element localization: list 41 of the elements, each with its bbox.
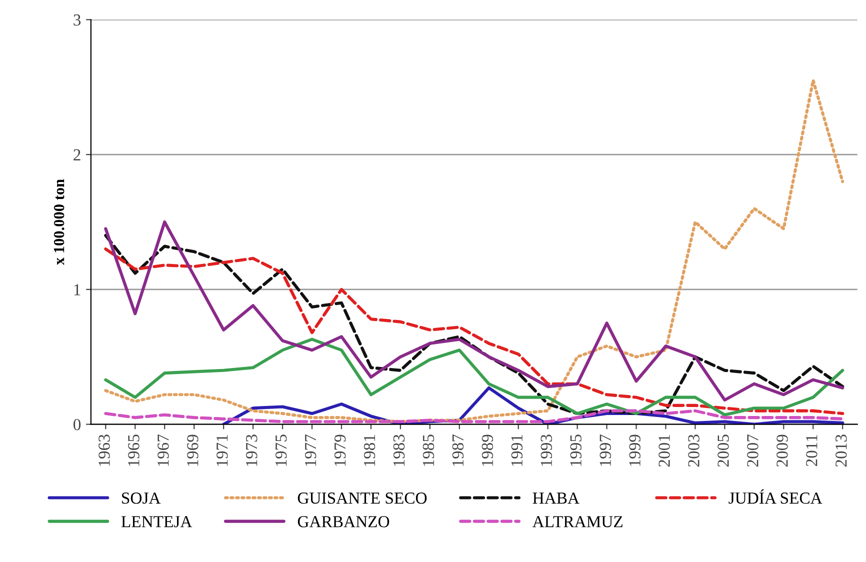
legend-label: LENTEJA	[121, 516, 192, 528]
x-tick-label: 1977	[304, 434, 316, 466]
x-tick-label: 2009	[776, 434, 788, 467]
x-tick-label: 1995	[570, 434, 582, 466]
x-tick-label: 1963	[98, 434, 110, 466]
x-tick-label: 1981	[364, 435, 376, 466]
x-tick-label: 1965	[128, 434, 140, 466]
x-tick-label: 1967	[158, 434, 169, 466]
x-tick-label: 1973	[246, 434, 258, 466]
legend-label: GARBANZO	[298, 516, 390, 528]
legend-label: HABA	[532, 492, 580, 504]
y-axis-title: x 100.000 ton	[54, 179, 64, 266]
x-tick-label: 1969	[187, 434, 198, 466]
x-tick-label: 1997	[600, 434, 611, 466]
legend-label: ALTRAMUZ	[532, 516, 622, 528]
legend-label: GUISANTE SECO	[298, 492, 427, 504]
y-tick-label: 2	[74, 149, 80, 160]
x-tick-label: 2007	[747, 434, 758, 467]
x-tick-label: 1991	[511, 435, 523, 466]
x-tick-label: 2003	[688, 434, 700, 467]
x-tick-label: 2011	[806, 435, 818, 466]
x-tick-label: 1989	[482, 434, 494, 466]
x-tick-label: 1979	[334, 434, 346, 466]
x-tick-label: 2013	[836, 434, 847, 467]
x-tick-label: 1999	[629, 434, 640, 466]
line-series	[104, 78, 844, 424]
line-series	[104, 338, 844, 416]
x-tick-label: 1985	[422, 434, 434, 466]
x-tick-label: 1987	[452, 434, 464, 466]
y-tick-label: 3	[74, 14, 81, 26]
legend-label: SOJA	[122, 492, 161, 504]
x-tick-label: 2005	[718, 434, 729, 467]
y-tick-label: 1	[74, 284, 80, 296]
legend-label: JUDÍA SECA	[728, 489, 822, 504]
x-tick-label: 1975	[276, 434, 287, 466]
line-series	[104, 409, 844, 424]
x-tick-label: 1971	[216, 435, 228, 466]
x-tick-label: 1993	[540, 434, 552, 466]
y-tick-label: 0	[74, 419, 81, 430]
x-tick-label: 2001	[658, 435, 670, 467]
x-tick-label: 1983	[393, 434, 405, 466]
